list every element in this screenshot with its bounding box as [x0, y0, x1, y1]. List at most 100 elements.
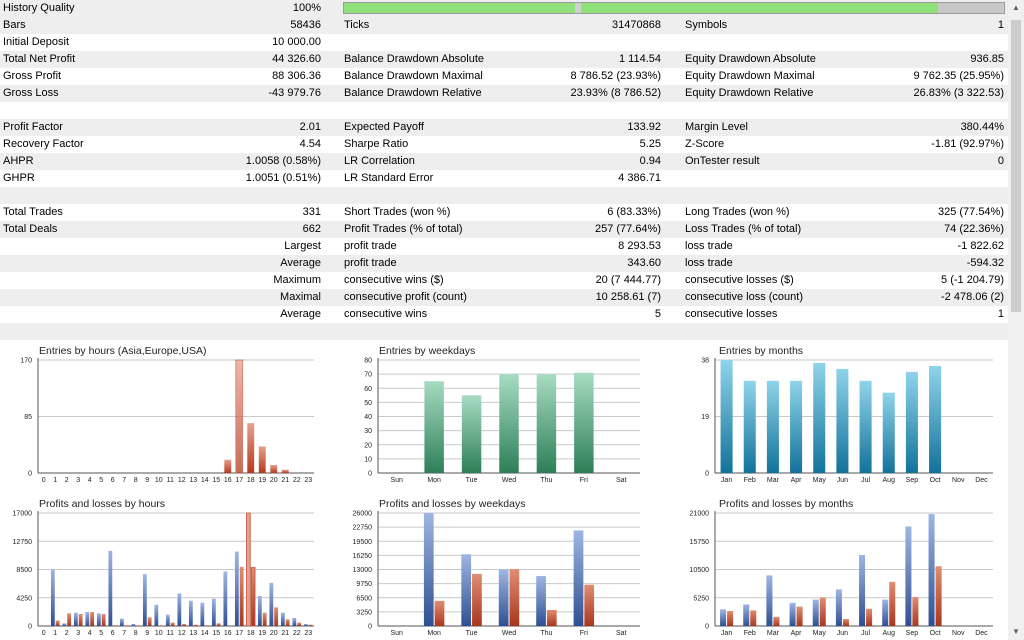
stat-label: LR Standard Error — [344, 172, 434, 184]
x-tick-label: 23 — [304, 477, 312, 484]
stat-label: Ticks — [344, 19, 370, 31]
stat-value: 325 (77.54%) — [937, 206, 1004, 218]
stat-label: consecutive losses — [685, 308, 778, 320]
y-tick-label: 5250 — [693, 595, 709, 602]
y-tick-label: 10 — [364, 456, 372, 463]
x-tick-label: 8 — [134, 630, 138, 637]
bar — [154, 604, 159, 626]
stat-value: 20 (7 444.77) — [595, 274, 661, 286]
x-tick-label: 6 — [111, 630, 115, 637]
stats-row: Total Deals 662 Profit Trades (% of total)… — [0, 221, 1008, 238]
y-tick-label: 15750 — [690, 539, 710, 546]
bar — [929, 365, 942, 473]
bar — [882, 599, 889, 626]
x-tick-label: Sat — [616, 477, 627, 484]
x-tick-label: 13 — [189, 477, 197, 484]
bar — [789, 602, 796, 626]
bar — [247, 423, 255, 473]
y-tick-label: 30 — [364, 428, 372, 435]
y-tick-label: 26000 — [353, 511, 373, 518]
x-tick-label: 4 — [88, 630, 92, 637]
bar — [536, 576, 546, 626]
x-tick-label: 9 — [145, 477, 149, 484]
history-quality-gap — [575, 3, 581, 13]
bar — [101, 614, 106, 626]
stat-label: profit trade — [344, 257, 397, 269]
x-tick-label: Wed — [502, 477, 516, 484]
x-tick-label: 19 — [258, 630, 266, 637]
bar — [239, 566, 244, 626]
bar — [546, 609, 557, 626]
stat-label: Sharpe Ratio — [344, 138, 409, 150]
bar — [193, 624, 198, 626]
vertical-scrollbar[interactable]: ▲ ▼ — [1008, 0, 1024, 640]
chart-title: Profits and losses by months — [719, 498, 853, 510]
x-tick-label: 18 — [247, 630, 255, 637]
stat-label: consecutive loss (count) — [685, 291, 803, 303]
bar — [912, 596, 919, 626]
bar — [461, 395, 482, 473]
x-tick-label: Sat — [616, 630, 627, 637]
x-tick-label: 17 — [235, 477, 243, 484]
bar — [269, 582, 274, 626]
bar — [280, 612, 285, 626]
x-tick-label: 1 — [53, 630, 57, 637]
bar — [889, 581, 896, 626]
stat-value: -1 822.62 — [957, 240, 1004, 252]
bar — [836, 368, 849, 473]
x-tick-label: 13 — [189, 630, 197, 637]
x-tick-label: Nov — [952, 477, 965, 484]
bar — [50, 569, 55, 626]
bar — [131, 624, 136, 626]
bar — [905, 371, 918, 473]
bar — [113, 625, 118, 626]
bar — [720, 360, 733, 473]
stat-value: 10 258.61 (7) — [595, 291, 661, 303]
x-tick-label: 12 — [178, 630, 186, 637]
stat-value: 23.93% (8 786.52) — [570, 87, 661, 99]
bar — [766, 575, 773, 626]
stats-row — [0, 323, 1008, 340]
chart-title: Entries by hours (Asia,Europe,USA) — [39, 345, 207, 357]
x-tick-label: Aug — [883, 477, 896, 484]
bar — [461, 554, 472, 626]
x-tick-label: 14 — [201, 477, 209, 484]
chart-svg: Entries by months 0 19 38 Jan Feb Mar Apr May Jun… — [701, 345, 993, 484]
bar — [182, 624, 187, 626]
y-tick-label: 20 — [364, 442, 372, 449]
x-tick-label: Feb — [744, 630, 756, 637]
stat-value: 8 786.52 (23.93%) — [570, 70, 661, 82]
stat-value: 936.85 — [970, 53, 1004, 65]
y-tick-label: 8500 — [16, 567, 32, 574]
x-tick-label: Jul — [861, 630, 870, 637]
bar — [62, 623, 67, 626]
x-tick-label: Nov — [952, 630, 965, 637]
bar — [743, 604, 750, 626]
x-tick-label: 18 — [247, 477, 255, 484]
bar — [727, 610, 734, 626]
stat-value: 26.83% (3 322.53) — [913, 87, 1004, 99]
bar — [935, 566, 942, 626]
scrollbar-thumb[interactable] — [1011, 20, 1021, 312]
x-tick-label: Mar — [767, 630, 780, 637]
bar — [574, 372, 594, 473]
stat-value: 331 — [302, 206, 321, 218]
y-tick-label: 0 — [705, 471, 709, 478]
scroll-down-icon[interactable]: ▼ — [1012, 627, 1020, 636]
bar — [584, 584, 595, 626]
chart-panel: Profits and losses by months 0 5250 10500 15… — [680, 493, 1008, 640]
stat-value: 88 306.36 — [272, 70, 321, 82]
scroll-up-icon[interactable]: ▲ — [1012, 3, 1020, 12]
stat-label: Long Trades (won %) — [685, 206, 790, 218]
y-tick-label: 17000 — [13, 511, 33, 518]
x-tick-label: 20 — [270, 630, 278, 637]
stat-value: 133.92 — [627, 121, 661, 133]
stat-label: GHPR — [3, 172, 35, 184]
stats-row: Average profit trade 343.60 loss trade -594.… — [0, 255, 1008, 272]
y-tick-label: 4250 — [16, 595, 32, 602]
stat-label: Z-Score — [685, 138, 725, 150]
stat-value: 1 — [997, 308, 1004, 320]
bar — [773, 616, 780, 626]
bar — [142, 574, 147, 626]
